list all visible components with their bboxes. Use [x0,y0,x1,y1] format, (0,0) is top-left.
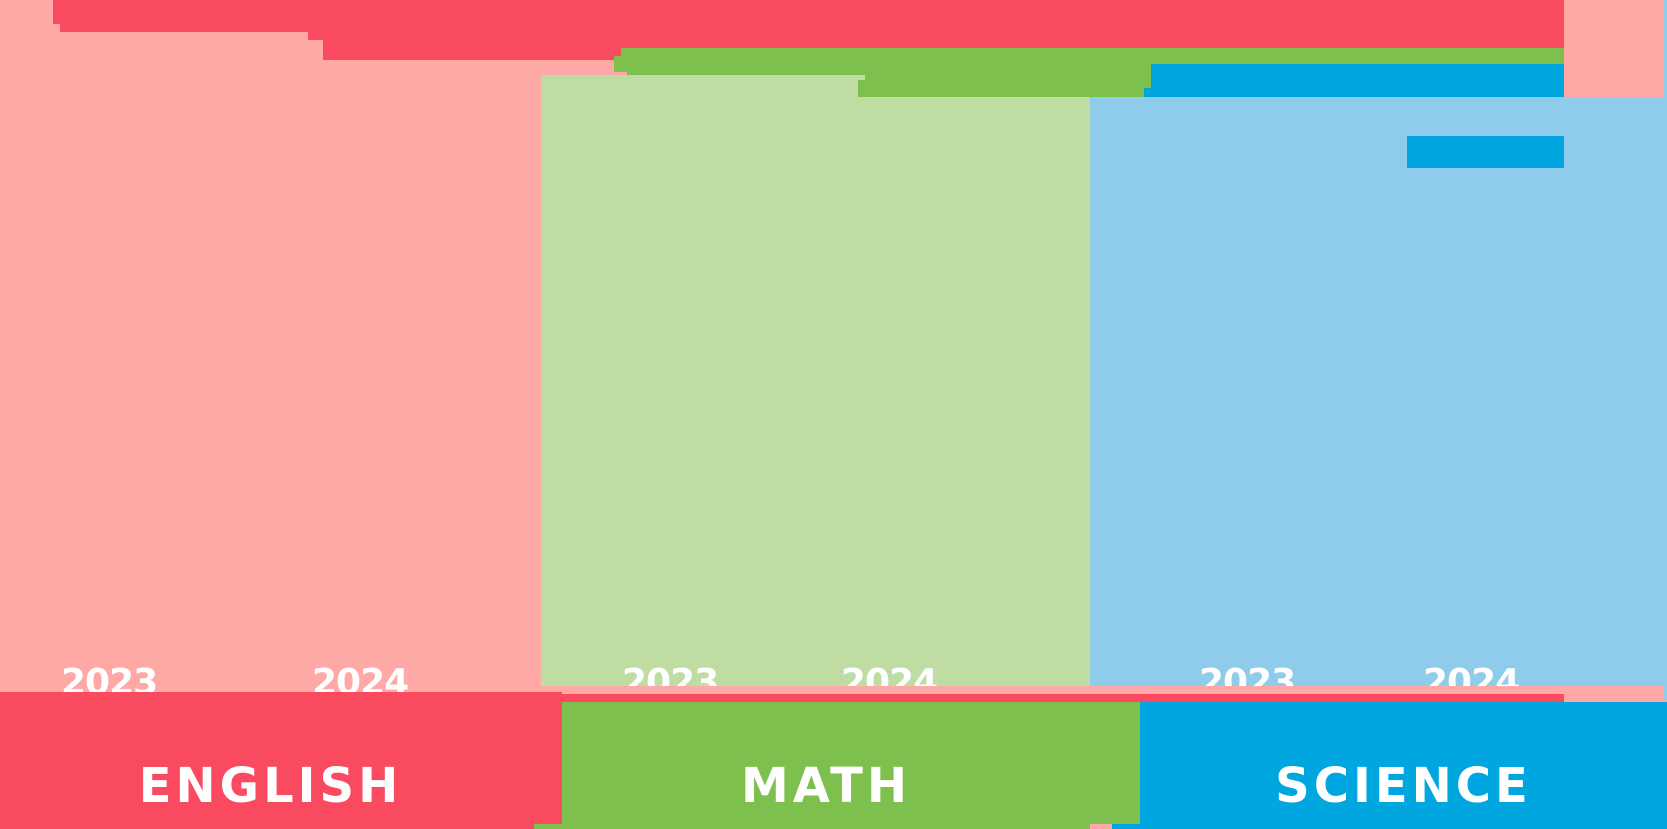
science-2024-bar [1407,136,1564,168]
science-2023-bar-step [1144,88,1564,97]
science-background [1090,97,1667,686]
math-label-bar-foot [534,824,1090,829]
math-label-bar [562,702,1090,829]
math-science-gap [1090,702,1140,824]
science-label-bar [1140,702,1667,829]
science-label: SCIENCE [1275,758,1532,814]
math-background [541,75,1090,686]
english-label: ENGLISH [138,758,403,814]
english-label-bar [0,692,562,829]
science-2023-bar [1151,64,1564,88]
math-label: MATH [740,758,912,814]
english-2023-bar [53,0,1564,24]
english-2024-bar [308,32,1564,40]
separator-dark [541,694,1564,702]
separator-light [541,686,1564,694]
science-label-bar-foot [1112,824,1140,829]
english-background [0,0,541,692]
english-2023-bar-step [60,24,1564,32]
science-background-edge [1664,0,1667,700]
